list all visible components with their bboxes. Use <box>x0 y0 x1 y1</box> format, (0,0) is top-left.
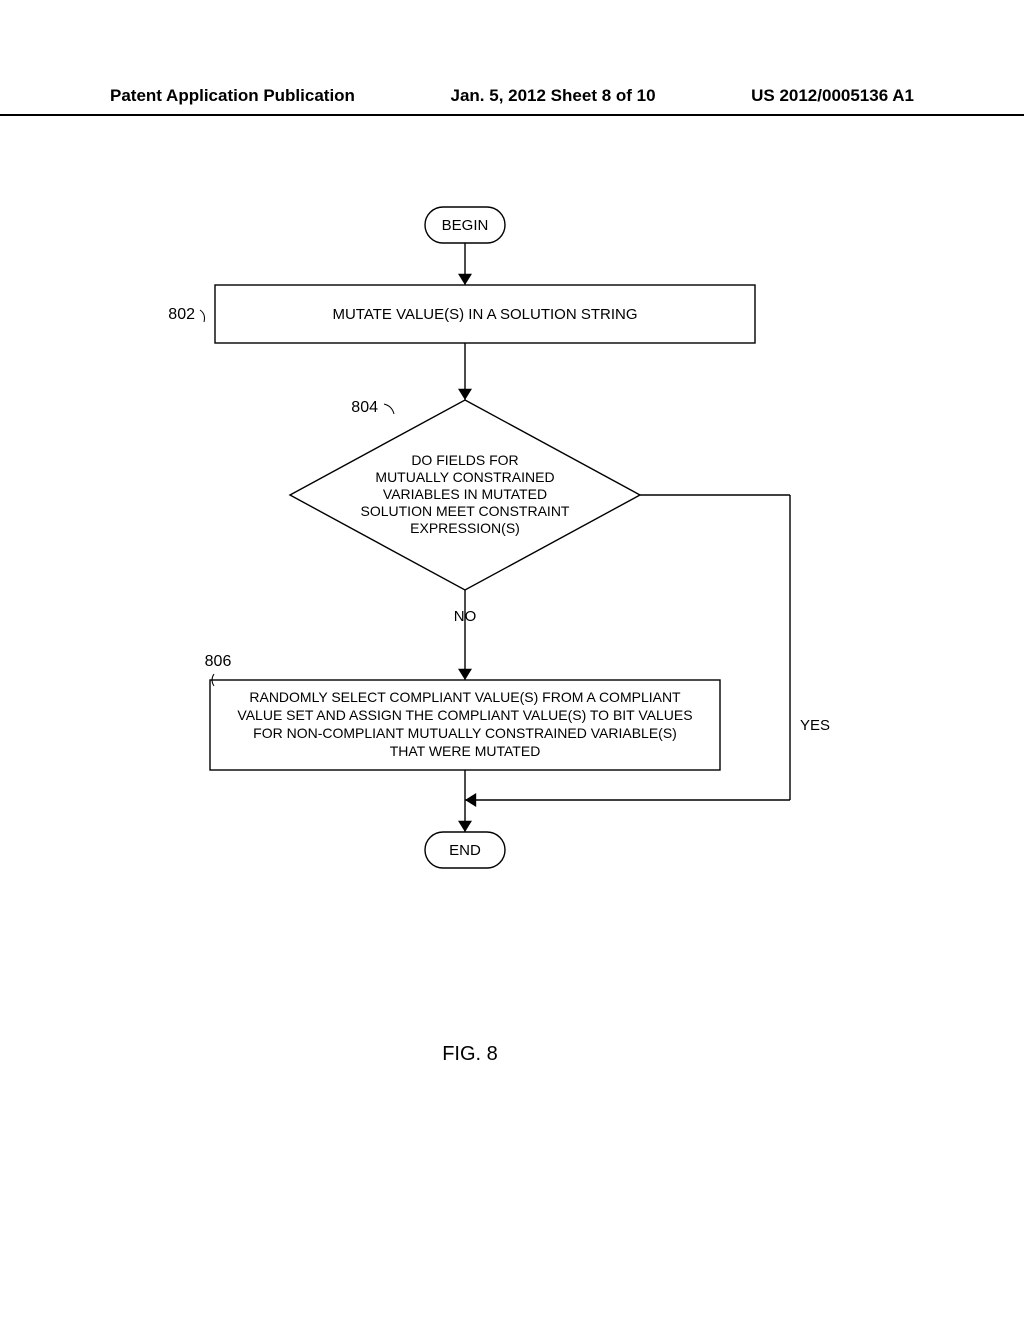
flowchart-diagram: BEGIN MUTATE VALUE(S) IN A SOLUTION STRIN… <box>0 190 1024 1090</box>
flowchart-svg: BEGIN MUTATE VALUE(S) IN A SOLUTION STRIN… <box>0 190 1024 1090</box>
header-row: Patent Application Publication Jan. 5, 2… <box>0 86 1024 106</box>
ref-802: 802 <box>168 306 195 323</box>
header-left: Patent Application Publication <box>110 86 355 106</box>
ref-802-tick <box>200 310 205 322</box>
ref-804-tick <box>384 404 394 414</box>
decision-804-line: MUTUALLY CONSTRAINED <box>375 469 554 485</box>
page: Patent Application Publication Jan. 5, 2… <box>0 0 1024 1320</box>
step-806-line: VALUE SET AND ASSIGN THE COMPLIANT VALUE… <box>237 707 692 723</box>
branch-yes-label: YES <box>800 717 830 734</box>
ref-806: 806 <box>205 653 232 670</box>
end-label: END <box>449 842 481 859</box>
header: Patent Application Publication Jan. 5, 2… <box>0 86 1024 116</box>
decision-804-line: DO FIELDS FOR <box>411 452 518 468</box>
decision-804-line: SOLUTION MEET CONSTRAINT <box>361 503 570 519</box>
ref-804: 804 <box>351 399 378 416</box>
header-right: US 2012/0005136 A1 <box>751 86 914 106</box>
branch-no-label: NO <box>454 608 477 625</box>
figure-label: FIG. 8 <box>442 1043 498 1065</box>
header-mid: Jan. 5, 2012 Sheet 8 of 10 <box>451 86 656 106</box>
decision-804-line: VARIABLES IN MUTATED <box>383 486 547 502</box>
step-806-line: THAT WERE MUTATED <box>390 743 541 759</box>
step-806-line: FOR NON-COMPLIANT MUTUALLY CONSTRAINED V… <box>253 725 677 741</box>
step-806-line: RANDOMLY SELECT COMPLIANT VALUE(S) FROM … <box>249 689 681 705</box>
decision-804-line: EXPRESSION(S) <box>410 520 520 536</box>
step-802-text: MUTATE VALUE(S) IN A SOLUTION STRING <box>332 306 637 323</box>
begin-label: BEGIN <box>442 217 489 234</box>
